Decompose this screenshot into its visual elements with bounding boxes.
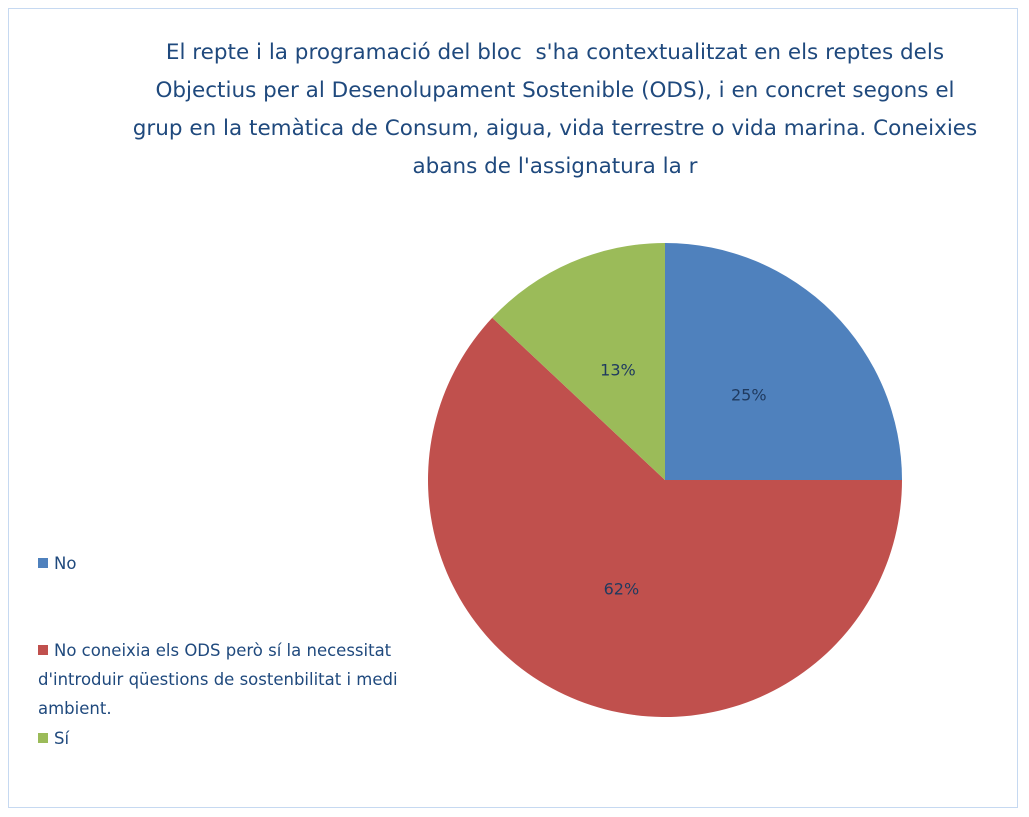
legend-label: Sí — [54, 729, 70, 748]
pie-slice — [665, 243, 902, 480]
data-label: 62% — [604, 580, 640, 599]
chart-title: El repte i la programació del bloc s'ha … — [132, 40, 985, 179]
legend-item: No coneixia els ODS però sí la necessita… — [38, 636, 398, 723]
legend-label: No coneixia els ODS però sí la necessita… — [38, 641, 398, 718]
legend-item: Sí — [38, 724, 398, 753]
legend-item: No — [38, 549, 398, 578]
pie-slice — [427, 317, 902, 717]
chart-frame — [8, 8, 1018, 808]
data-label: 25% — [731, 386, 767, 405]
data-label: 13% — [600, 361, 636, 380]
pie-slice — [492, 242, 665, 480]
legend-swatch — [38, 733, 48, 743]
legend-label: No — [54, 554, 77, 573]
legend-swatch — [38, 558, 48, 568]
legend-swatch — [38, 645, 48, 655]
